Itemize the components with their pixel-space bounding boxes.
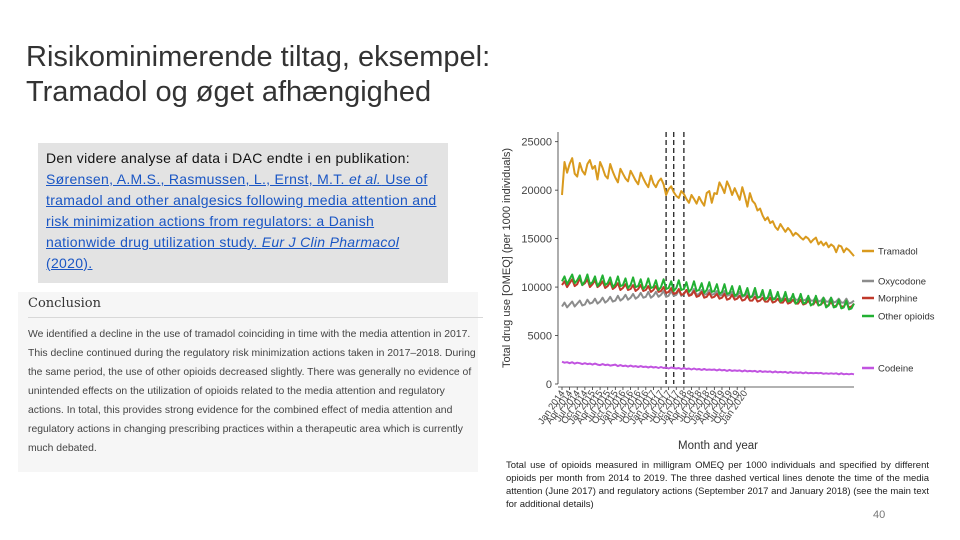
reference-authors: Sørensen, A.M.S., Rasmussen, L., Ernst, … [46,171,349,187]
series-line-codeine [561,360,855,376]
legend-label-other-opioids: Other opioids [878,312,935,323]
legend-label-tramadol: Tramadol [878,247,918,258]
series-line-oxycodone [561,288,855,309]
reference-text: Den videre analyse af data i DAC endte i… [46,148,444,274]
reference-title: Use of tramadol and other analgesics fol… [46,171,437,250]
conclusion-heading: Conclusion [28,296,101,311]
x-axis-label: Month and year [678,440,758,452]
y-tick-label: 15000 [521,234,552,246]
legend-label-oxycodone: Oxycodone [878,277,926,288]
conclusion-body: We identified a decline in the use of tr… [28,329,476,454]
conclusion-panel: Conclusion We identified a decline in th… [18,292,483,472]
reference-year: (2020). [46,255,93,271]
reference-etal: et al. [348,171,382,187]
legend-label-morphine: Morphine [878,294,918,305]
page-number: 40 [873,509,886,521]
slide-title-line-1: Risikominimerende tiltag, eksempel: [26,41,491,73]
legend-label-codeine: Codeine [878,364,913,375]
series-line-other-opioids [561,273,855,311]
reference-journal: Eur J Clin Pharmacol [261,234,400,250]
slide-title: Risikominimerende tiltag, eksempel: Tram… [26,40,490,110]
series-line-tramadol [561,157,855,257]
opioid-use-chart: 0 5000 10000 15000 20000 25000 Total drug use … [501,132,935,452]
reference-intro: Den videre analyse af data i DAC endte i… [46,150,410,166]
figure-caption: Total use of opioids measured in milligr… [506,460,929,510]
y-tick-label: 20000 [521,185,552,197]
y-tick-label: 5000 [528,331,552,343]
slide-title-line-2: Tramadol og øget afhængighed [26,76,432,108]
reference-box [38,143,448,283]
y-tick-label: 25000 [521,137,552,149]
conclusion-divider [28,317,483,318]
reference-link[interactable]: Sørensen, A.M.S., Rasmussen, L., Ernst, … [46,171,437,271]
y-tick-label: 0 [546,379,552,391]
y-tick-label: 10000 [521,282,552,294]
y-axis-label: Total drug use [OMEQ] (per 1000 individu… [501,148,513,368]
